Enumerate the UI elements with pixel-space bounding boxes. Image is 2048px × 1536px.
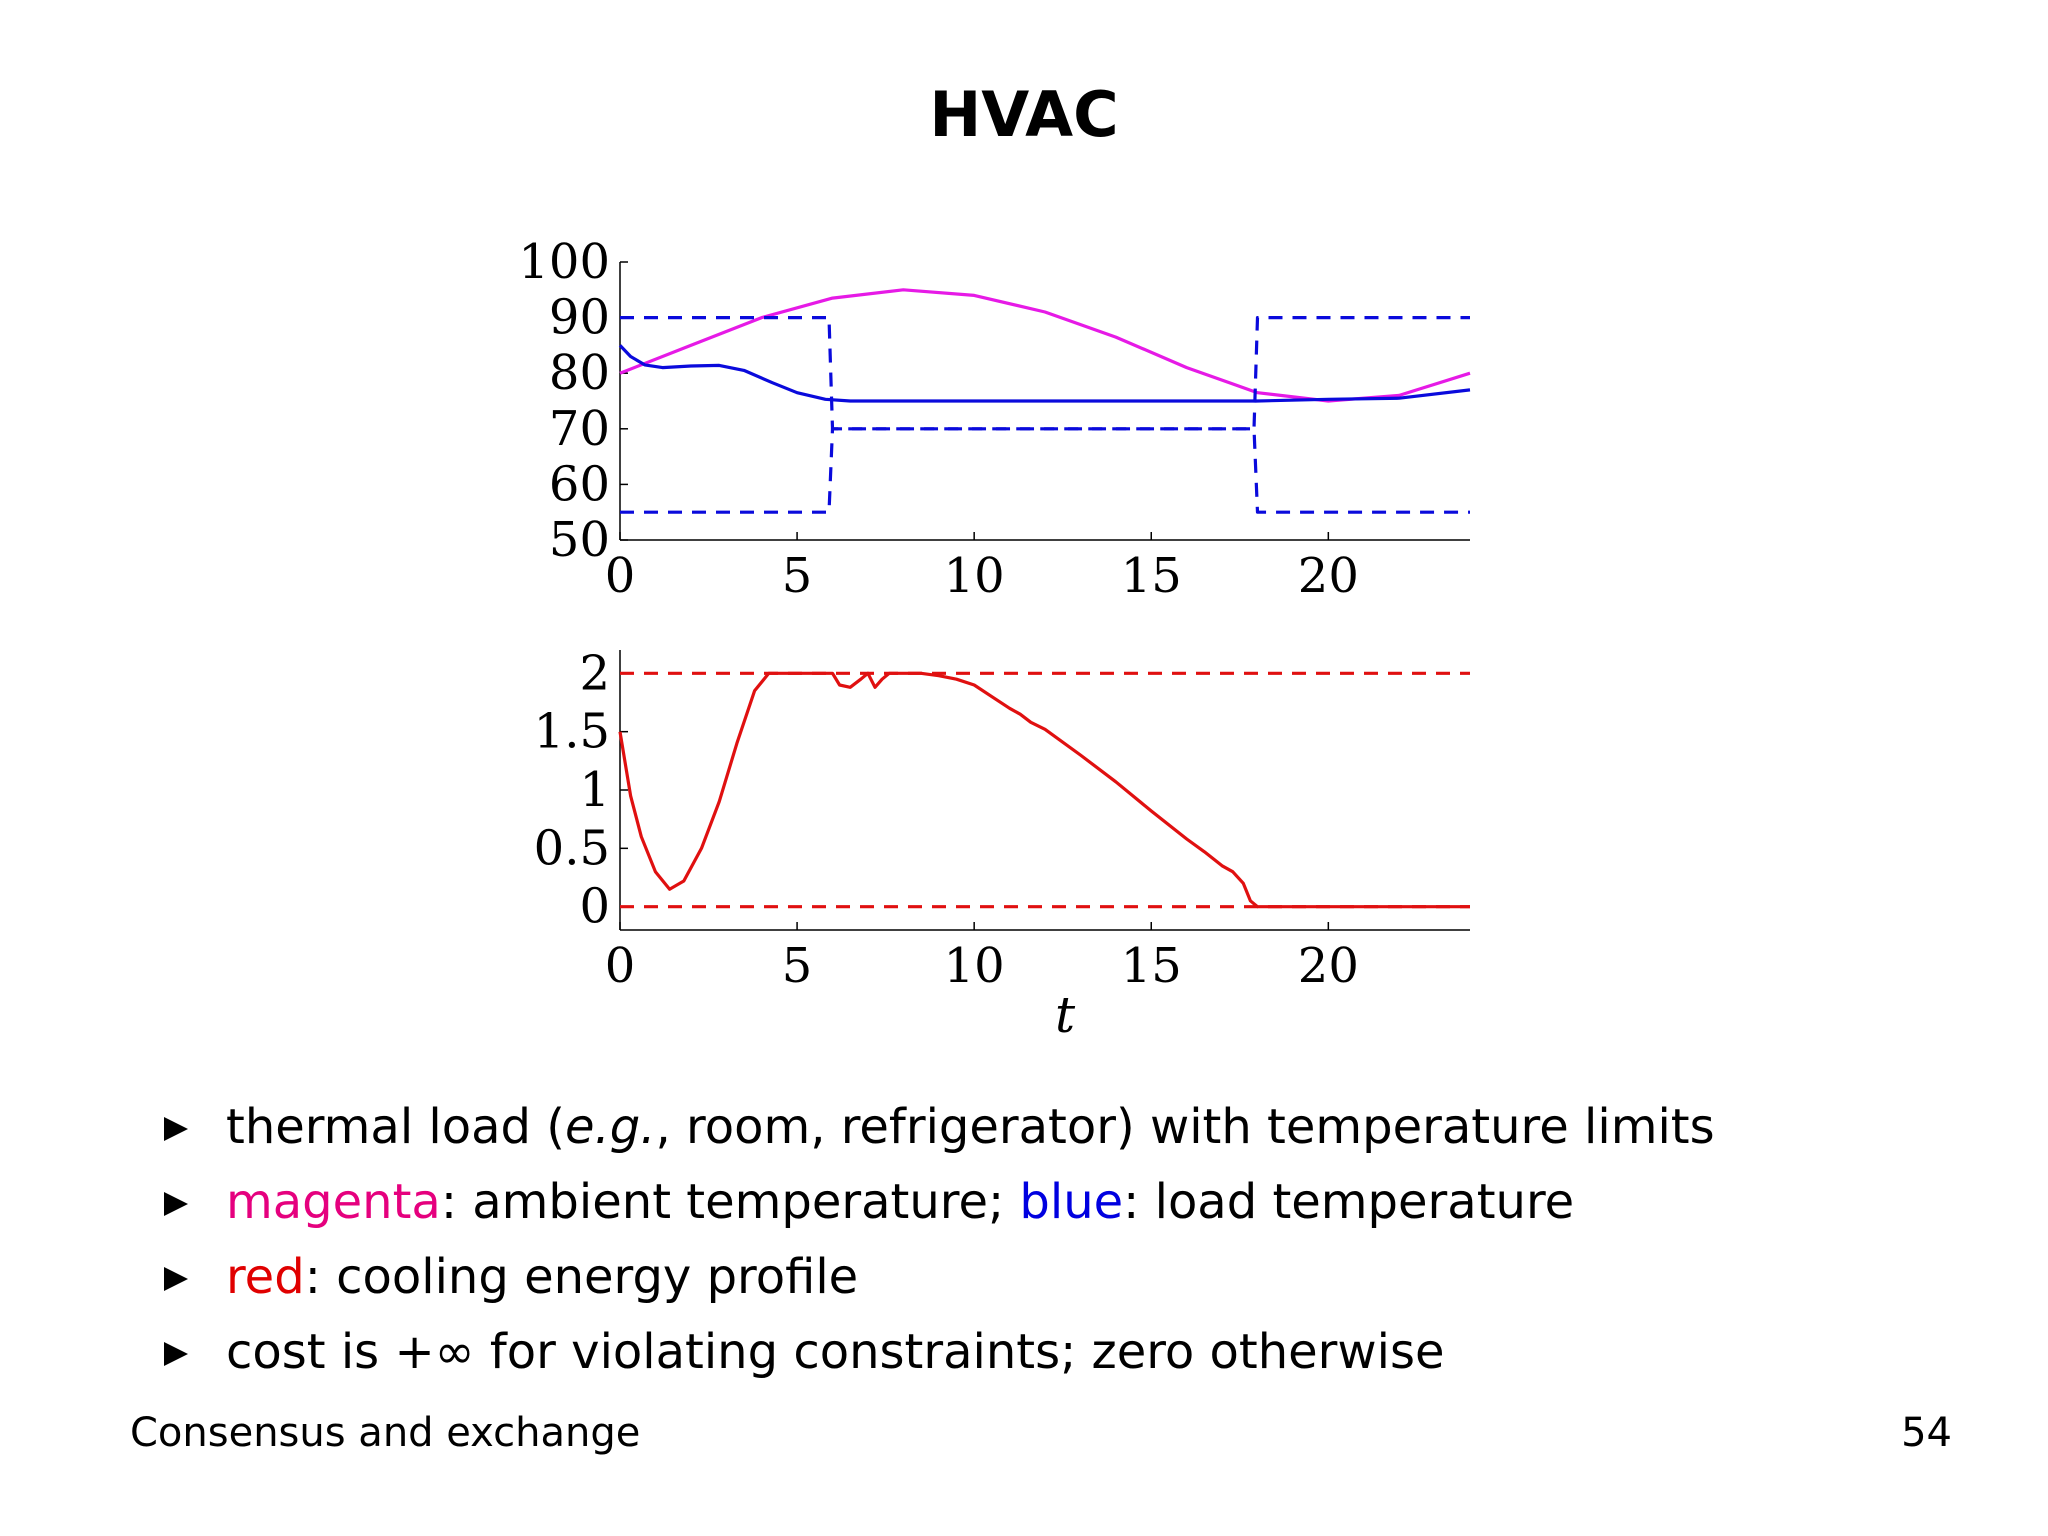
y-tick-label: 60 (549, 456, 610, 512)
y-tick-label: 80 (549, 345, 610, 401)
x-tick-label: 20 (1298, 548, 1359, 604)
footer-section-title: Consensus and exchange (130, 1410, 641, 1456)
bullet-item: magenta: ambient temperature; blue: load… (160, 1165, 1715, 1240)
data-series-line (618, 671, 1470, 909)
bullet-triangle-icon (164, 1192, 188, 1216)
x-tick-label: 20 (1298, 938, 1359, 994)
x-tick-label: 15 (1121, 548, 1182, 604)
limit-dashed-line (620, 316, 1470, 431)
x-tick-label: 0 (605, 548, 636, 604)
bullet-list: thermal load (e.g., room, refrigerator) … (160, 1090, 1715, 1390)
bullet-text: : load temperature (1123, 1174, 1575, 1230)
y-tick-label: 1.5 (534, 704, 610, 760)
y-tick-label: 1 (579, 762, 610, 818)
bullet-triangle-icon (164, 1267, 188, 1291)
x-tick-label: 10 (944, 548, 1005, 604)
bullet-item: red: cooling energy profile (160, 1240, 1715, 1315)
y-tick-label: 0.5 (534, 820, 610, 876)
y-tick-label: 50 (549, 512, 610, 568)
y-tick-label: 70 (549, 401, 610, 457)
x-tick-label: 0 (605, 938, 636, 994)
bullet-text: blue (1019, 1174, 1124, 1230)
data-series-line (619, 288, 1471, 403)
limit-dashed-line (620, 427, 1470, 514)
y-tick-label: 90 (549, 290, 610, 346)
bullet-text: thermal load ( (226, 1099, 565, 1155)
bullet-item: thermal load (e.g., room, refrigerator) … (160, 1090, 1715, 1165)
y-tick-label: 0 (579, 879, 610, 935)
y-tick-label: 100 (518, 234, 610, 290)
bullet-text: : cooling energy profile (304, 1249, 859, 1305)
x-tick-label: 5 (782, 938, 813, 994)
bullet-text: : ambient temperature; (440, 1174, 1020, 1230)
page-number: 54 (1901, 1410, 1952, 1456)
data-series-line (618, 344, 1471, 403)
x-tick-label: 15 (1121, 938, 1182, 994)
bullet-text: e.g. (565, 1099, 656, 1155)
bullet-text: magenta (226, 1174, 441, 1230)
bullet-triangle-icon (164, 1117, 188, 1141)
x-tick-label: 10 (944, 938, 1005, 994)
x-axis-label: t (1055, 986, 1076, 1044)
bullet-triangle-icon (164, 1342, 188, 1366)
bullet-text: red (226, 1249, 305, 1305)
bullet-text: cost is +∞ for violating constraints; ze… (226, 1324, 1445, 1380)
bullet-text: , room, refrigerator) with temperature l… (655, 1099, 1715, 1155)
slide-title: HVAC (929, 78, 1119, 151)
y-tick-label: 2 (579, 645, 610, 701)
bullet-item: cost is +∞ for violating constraints; ze… (160, 1315, 1715, 1390)
x-tick-label: 5 (782, 548, 813, 604)
